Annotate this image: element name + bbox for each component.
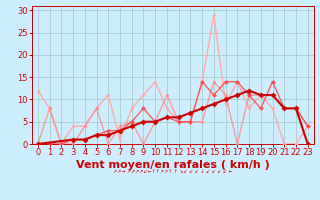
- X-axis label: Vent moyen/en rafales ( km/h ): Vent moyen/en rafales ( km/h ): [76, 160, 270, 170]
- Text: ↗↗→ ↗↗↗↗↙←↑↑↗↗↑ ↑ ↘↙ ↙ ↙ ↓ ↙ ↙ ↙ ↙ ←: ↗↗→ ↗↗↗↗↙←↑↑↗↗↑ ↑ ↘↙ ↙ ↙ ↓ ↙ ↙ ↙ ↙ ←: [113, 169, 233, 174]
